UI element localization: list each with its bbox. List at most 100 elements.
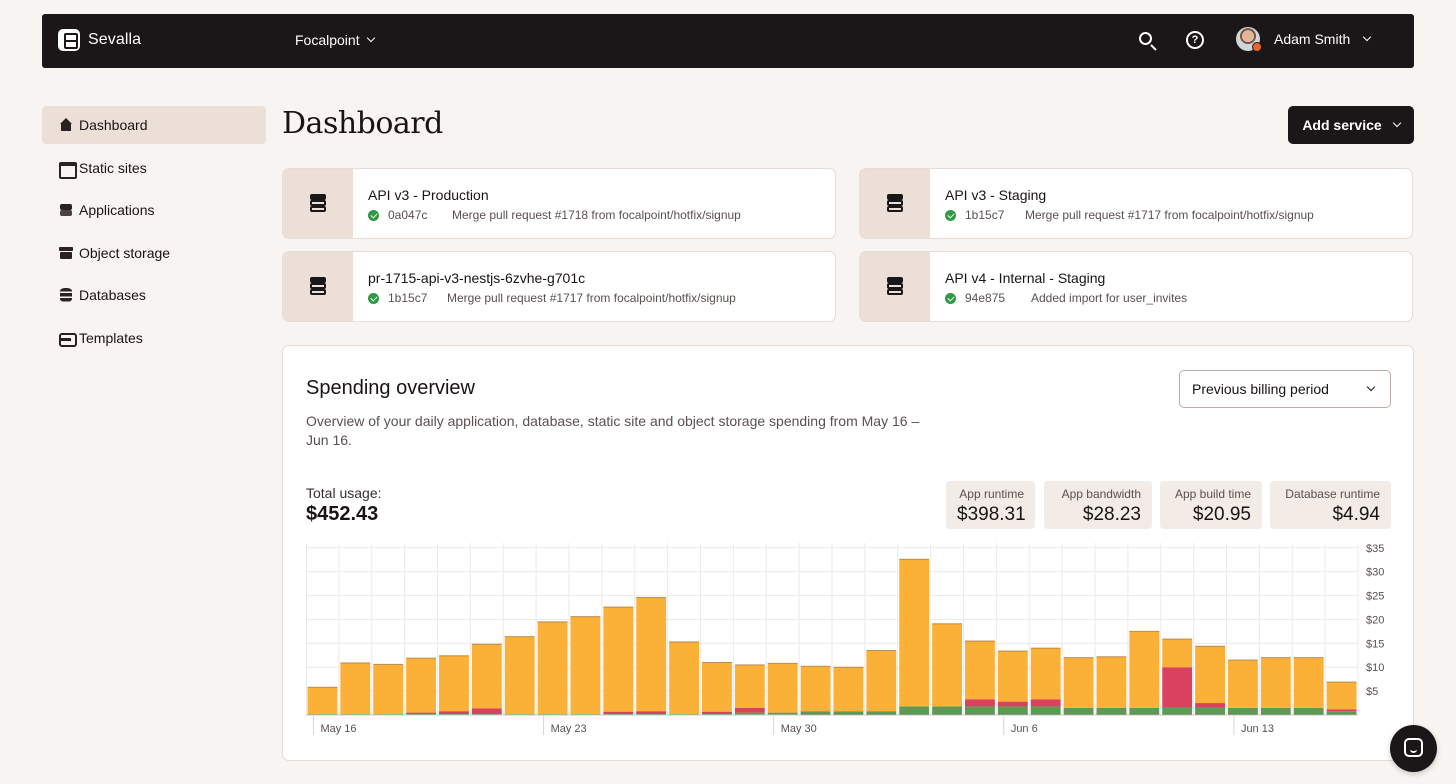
brand-logo[interactable]: Sevalla bbox=[58, 29, 141, 51]
bar-segment-runtime[interactable] bbox=[1228, 660, 1258, 708]
sidebar-item-dashboard[interactable]: Dashboard bbox=[42, 106, 266, 144]
bar-segment-runtime[interactable] bbox=[1326, 682, 1357, 710]
bar-segment-database[interactable] bbox=[1260, 713, 1291, 715]
bar-segment-build[interactable] bbox=[1260, 707, 1291, 714]
bar-segment-runtime[interactable] bbox=[965, 640, 995, 700]
search-icon[interactable] bbox=[1138, 31, 1158, 51]
service-card[interactable]: API v3 - Staging 1b15c7 Merge pull reque… bbox=[859, 168, 1413, 239]
bar-segment-database[interactable] bbox=[1162, 713, 1193, 715]
bar-segment-build[interactable] bbox=[767, 712, 798, 715]
bar-segment-runtime[interactable] bbox=[1260, 657, 1291, 708]
sidebar-item-static-sites[interactable]: Static sites bbox=[42, 149, 266, 187]
bar-segment-runtime[interactable] bbox=[734, 664, 765, 708]
bar-segment-bandwidth[interactable] bbox=[734, 707, 765, 713]
bar-segment-runtime[interactable] bbox=[603, 607, 634, 712]
bar-segment-runtime[interactable] bbox=[866, 650, 897, 712]
bar-segment-bandwidth[interactable] bbox=[603, 711, 634, 715]
bar-segment-database[interactable] bbox=[899, 713, 930, 715]
bar-segment-bandwidth[interactable] bbox=[439, 711, 469, 715]
bar-segment-runtime[interactable] bbox=[373, 664, 404, 715]
bar-segment-build[interactable] bbox=[1228, 707, 1258, 714]
bar-segment-runtime[interactable] bbox=[1063, 657, 1094, 708]
bar-segment-runtime[interactable] bbox=[833, 667, 864, 712]
bar-segment-runtime[interactable] bbox=[340, 662, 371, 715]
bar-segment-build[interactable] bbox=[833, 711, 864, 714]
bar-segment-build[interactable] bbox=[965, 706, 995, 714]
bar-segment-build[interactable] bbox=[1096, 707, 1127, 714]
bar-segment-build[interactable] bbox=[997, 706, 1028, 714]
bar-segment-build[interactable] bbox=[1162, 707, 1193, 714]
bar-segment-database[interactable] bbox=[1326, 713, 1357, 715]
bar-segment-runtime[interactable] bbox=[1195, 646, 1225, 704]
bar-segment-database[interactable] bbox=[1293, 713, 1324, 715]
bar-segment-runtime[interactable] bbox=[997, 650, 1028, 702]
bar-segment-runtime[interactable] bbox=[1129, 631, 1160, 708]
bar-segment-bandwidth[interactable] bbox=[406, 712, 436, 715]
user-menu[interactable]: Adam Smith bbox=[1236, 27, 1372, 52]
bar-segment-runtime[interactable] bbox=[767, 663, 798, 713]
bar-segment-runtime[interactable] bbox=[471, 644, 502, 709]
bar-segment-bandwidth[interactable] bbox=[636, 711, 667, 715]
bar-segment-runtime[interactable] bbox=[636, 597, 667, 712]
bar-segment-database[interactable] bbox=[800, 713, 831, 715]
bar-segment-bandwidth[interactable] bbox=[702, 711, 732, 715]
bar-segment-database[interactable] bbox=[1030, 713, 1061, 715]
bar-segment-database[interactable] bbox=[997, 713, 1028, 715]
bar-segment-database[interactable] bbox=[1195, 713, 1225, 715]
sidebar-item-templates[interactable]: Templates bbox=[42, 319, 266, 357]
bar-segment-database[interactable] bbox=[1063, 713, 1094, 715]
bar-segment-build[interactable] bbox=[1326, 711, 1357, 714]
bar-segment-runtime[interactable] bbox=[406, 658, 436, 713]
bar-segment-database[interactable] bbox=[965, 713, 995, 715]
bar-segment-bandwidth[interactable] bbox=[471, 708, 502, 715]
bar-segment-runtime[interactable] bbox=[800, 666, 831, 712]
add-service-button[interactable]: Add service bbox=[1288, 106, 1414, 144]
bar-segment-bandwidth[interactable] bbox=[1162, 667, 1193, 708]
sidebar-item-applications[interactable]: Applications bbox=[42, 191, 266, 229]
sidebar-item-databases[interactable]: Databases bbox=[42, 276, 266, 314]
bar-segment-runtime[interactable] bbox=[307, 687, 338, 715]
bar-segment-runtime[interactable] bbox=[570, 616, 601, 715]
bar-segment-runtime[interactable] bbox=[1096, 656, 1127, 708]
bar-segment-runtime[interactable] bbox=[899, 559, 930, 707]
service-card[interactable]: API v4 - Internal - Staging 94e875 Added… bbox=[859, 251, 1413, 322]
service-card[interactable]: API v3 - Production 0a047c Merge pull re… bbox=[282, 168, 836, 239]
bar-segment-bandwidth[interactable] bbox=[1030, 699, 1061, 707]
bar-segment-build[interactable] bbox=[734, 712, 765, 715]
bar-segment-database[interactable] bbox=[1228, 713, 1258, 715]
bar-segment-database[interactable] bbox=[833, 713, 864, 715]
bar-segment-database[interactable] bbox=[1096, 713, 1127, 715]
project-switcher[interactable]: Focalpoint bbox=[295, 32, 375, 48]
support-chat-button[interactable] bbox=[1390, 725, 1437, 772]
bar-segment-bandwidth[interactable] bbox=[965, 699, 995, 707]
bar-segment-build[interactable] bbox=[932, 706, 962, 714]
bar-segment-build[interactable] bbox=[1293, 707, 1324, 714]
bar-segment-database[interactable] bbox=[1129, 713, 1160, 715]
bar-segment-database[interactable] bbox=[866, 713, 897, 715]
bar-segment-build[interactable] bbox=[899, 706, 930, 714]
bar-segment-runtime[interactable] bbox=[537, 621, 568, 715]
bar-segment-runtime[interactable] bbox=[669, 641, 699, 715]
bar-segment-build[interactable] bbox=[1063, 707, 1094, 714]
billing-period-select[interactable]: Previous billing period bbox=[1179, 370, 1391, 408]
bar-segment-bandwidth[interactable] bbox=[1195, 703, 1225, 708]
bar-segment-database[interactable] bbox=[932, 713, 962, 715]
help-icon[interactable]: ? bbox=[1186, 31, 1204, 49]
commit-hash: 1b15c7 bbox=[965, 208, 1005, 222]
bar-segment-build[interactable] bbox=[800, 711, 831, 714]
bar-segment-runtime[interactable] bbox=[932, 623, 962, 707]
bar-segment-runtime[interactable] bbox=[1293, 657, 1324, 708]
bar-segment-runtime[interactable] bbox=[1162, 639, 1193, 668]
bar-segment-runtime[interactable] bbox=[504, 636, 535, 715]
bar-segment-bandwidth[interactable] bbox=[1326, 709, 1357, 712]
bar-segment-build[interactable] bbox=[866, 711, 897, 714]
bar-segment-runtime[interactable] bbox=[439, 655, 469, 712]
bar-segment-build[interactable] bbox=[1030, 706, 1061, 714]
sidebar-item-object-storage[interactable]: Object storage bbox=[42, 234, 266, 272]
bar-segment-runtime[interactable] bbox=[702, 662, 732, 712]
bar-segment-build[interactable] bbox=[1195, 707, 1225, 714]
bar-segment-runtime[interactable] bbox=[1030, 648, 1061, 700]
bar-segment-build[interactable] bbox=[1129, 707, 1160, 714]
bar-segment-bandwidth[interactable] bbox=[997, 701, 1028, 707]
service-card[interactable]: pr-1715-api-v3-nestjs-6zvhe-g701c 1b15c7… bbox=[282, 251, 836, 322]
